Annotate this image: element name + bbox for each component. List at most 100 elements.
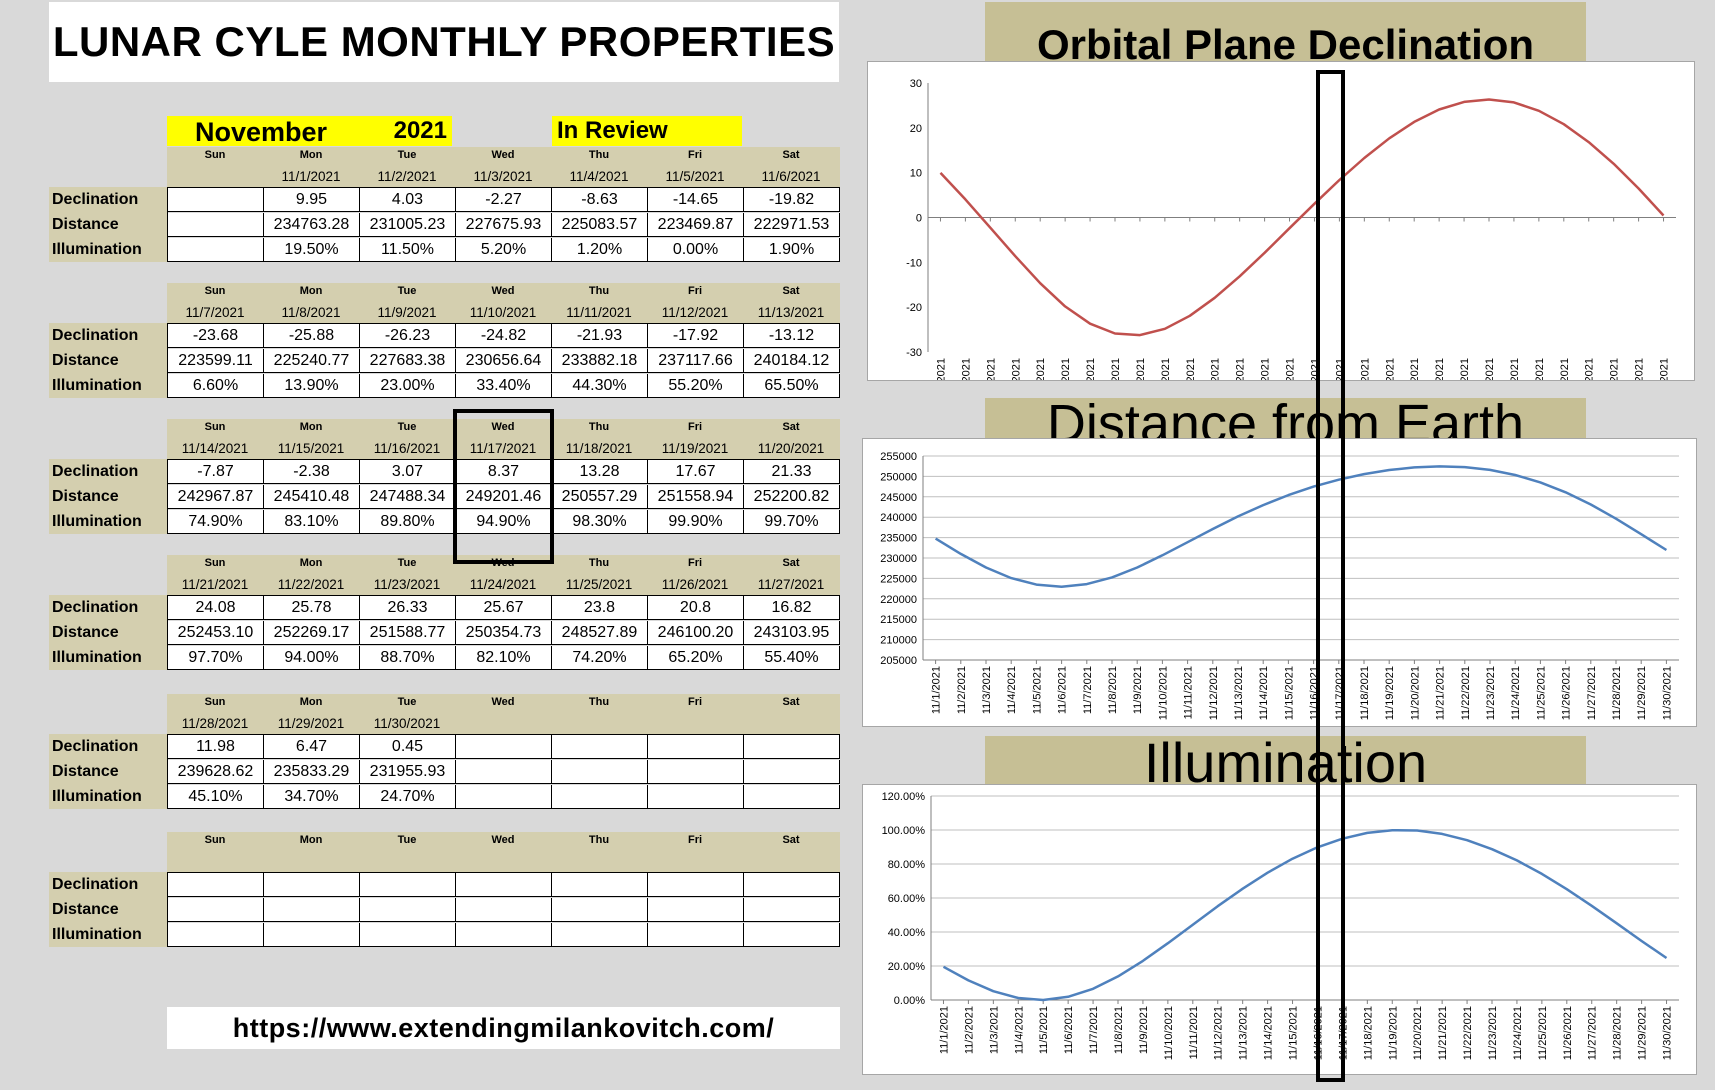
distance-cell: 251588.77 — [360, 621, 456, 645]
y-tick-label: 220000 — [880, 594, 917, 606]
grid-line — [167, 872, 840, 873]
illumination-cell: 13.90% — [264, 374, 360, 398]
x-tick-label: 11/7/2021 — [1082, 666, 1094, 714]
illumination-cell — [168, 923, 264, 947]
day-name: Sat — [782, 421, 800, 433]
declination-cell: -13.12 — [744, 324, 840, 348]
day-name: Sun — [204, 285, 226, 297]
day-name: Thu — [588, 149, 610, 161]
day-date: 11/19/2021 — [661, 441, 729, 456]
distance-cell: 250557.29 — [552, 485, 648, 509]
x-tick-label: 11/3/2021 — [988, 1006, 1000, 1054]
grid-line — [167, 323, 168, 398]
illumination-cell: 65.20% — [648, 646, 744, 670]
distance-chart: 255000 250000 245000 240000 235000 230000 2250… — [880, 451, 1679, 720]
declination-cell: -2.27 — [456, 188, 552, 212]
illumination-cell: 99.90% — [648, 510, 744, 534]
illumination-cell — [744, 785, 840, 809]
x-tick-label: 11/28/2021 — [1612, 1006, 1624, 1060]
distance-cell: 243103.95 — [744, 621, 840, 645]
distance-cell: 227683.38 — [360, 349, 456, 373]
x-tick-label: 11/2/2021 — [960, 358, 972, 380]
y-tick-label: 210000 — [880, 635, 917, 647]
day-name: Mon — [299, 696, 323, 708]
day-date: 11/27/2021 — [757, 577, 825, 592]
day-name: Wed — [491, 421, 515, 433]
grid-line — [167, 459, 840, 460]
row-label-declination: Declination — [49, 323, 167, 348]
illumination-cell: 88.70% — [360, 646, 456, 670]
day-date: 11/8/2021 — [281, 305, 341, 320]
day-name: Tue — [397, 696, 417, 708]
distance-cell: 252200.82 — [744, 485, 840, 509]
declination-cell — [168, 873, 264, 897]
x-tick-label: 11/15/2021 — [1288, 1006, 1300, 1060]
day-date: 11/2/2021 — [377, 169, 437, 184]
x-tick-label: 11/10/2021 — [1157, 666, 1169, 720]
y-tick-label: 230000 — [880, 553, 917, 565]
x-tick-label: 11/25/2021 — [1535, 666, 1547, 720]
declination-cell: 17.67 — [648, 460, 744, 484]
chart-title-distance: Distance from Earth — [1046, 398, 1525, 438]
day-name: Wed — [491, 696, 515, 708]
row-label-distance: Distance — [49, 348, 167, 373]
illumination-cell: 23.00% — [360, 374, 456, 398]
day-name: Thu — [588, 696, 610, 708]
x-tick-label: 11/24/2021 — [1512, 1006, 1524, 1060]
day-date: 11/26/2021 — [661, 577, 729, 592]
day-date: 11/6/2021 — [761, 169, 821, 184]
illumination-cell: 1.90% — [744, 238, 840, 262]
declination-cell: -23.68 — [168, 324, 264, 348]
day-name: Thu — [588, 834, 610, 846]
row-label-illumination: Illumination — [49, 922, 167, 947]
x-tick-label: 11/29/2021 — [1634, 358, 1646, 380]
grid-line — [167, 459, 168, 534]
x-tick-label: 11/28/2021 — [1609, 358, 1621, 380]
x-tick-label: 11/23/2021 — [1485, 666, 1497, 720]
page-title: LUNAR CYLE MONTHLY PROPERTIES — [52, 18, 836, 65]
distance-cell: 239628.62 — [168, 760, 264, 784]
day-date: 11/3/2021 — [473, 169, 533, 184]
y-tick-label: 20.00% — [888, 961, 926, 973]
declination-cell: 9.95 — [264, 188, 360, 212]
day-name: Thu — [588, 557, 610, 569]
chart-header-illumination: Illumination — [985, 736, 1586, 786]
distance-cell: 234763.28 — [264, 213, 360, 237]
illumination-cell — [360, 923, 456, 947]
declination-cell: 23.8 — [552, 596, 648, 620]
x-tick-label: 11/29/2021 — [1637, 1006, 1649, 1060]
source-url[interactable]: https://www.extendingmilankovitch.com/ — [167, 1007, 840, 1049]
row-label-distance: Distance — [49, 897, 167, 922]
declination-cell — [648, 735, 744, 759]
day-name: Tue — [397, 834, 417, 846]
x-tick-label: 11/14/2021 — [1263, 1006, 1275, 1060]
declination-chart: 30 20 10 0 -10 -20 -30 11/1/2021 11/2/2021 11/3/2… — [906, 78, 1676, 412]
day-name: Sat — [782, 285, 800, 297]
row-label-declination: Declination — [49, 595, 167, 620]
week-block: Sun Mon Tue Wed Thu Fri Sat Declination Distance… — [49, 832, 840, 947]
x-tick-label: 11/20/2021 — [1409, 358, 1421, 380]
year-label: 2021 — [393, 117, 447, 144]
x-tick-label: 11/24/2021 — [1509, 358, 1521, 380]
declination-cell: -24.82 — [456, 324, 552, 348]
row-label-illumination: Illumination — [49, 237, 167, 262]
x-tick-label: 11/22/2021 — [1459, 358, 1471, 380]
x-tick-label: 11/8/2021 — [1110, 358, 1122, 380]
illumination-chart: 120.00% 100.00% 80.00% 60.00% 40.00% 20.00% 0.… — [882, 791, 1679, 1060]
x-tick-label: 11/1/2021 — [938, 1006, 950, 1054]
illumination-cell: 6.60% — [168, 374, 264, 398]
distance-cell — [456, 898, 552, 922]
day-name: Sat — [782, 149, 800, 161]
declination-cell: -17.92 — [648, 324, 744, 348]
x-tick-label: 11/11/2021 — [1185, 358, 1197, 380]
day-name: Sun — [204, 834, 226, 846]
week-block: Sun 11/28/2021 Mon 11/29/2021 Tue 11/30/2021 W… — [49, 694, 840, 809]
distance-cell: 233882.18 — [552, 349, 648, 373]
grid-line — [167, 595, 168, 670]
distance-cell — [168, 213, 264, 237]
x-tick-label: 11/9/2021 — [1132, 666, 1144, 714]
series-line — [939, 98, 1665, 337]
x-tick-label: 11/8/2021 — [1113, 1006, 1125, 1054]
distance-cell — [168, 898, 264, 922]
distance-cell: 225083.57 — [552, 213, 648, 237]
